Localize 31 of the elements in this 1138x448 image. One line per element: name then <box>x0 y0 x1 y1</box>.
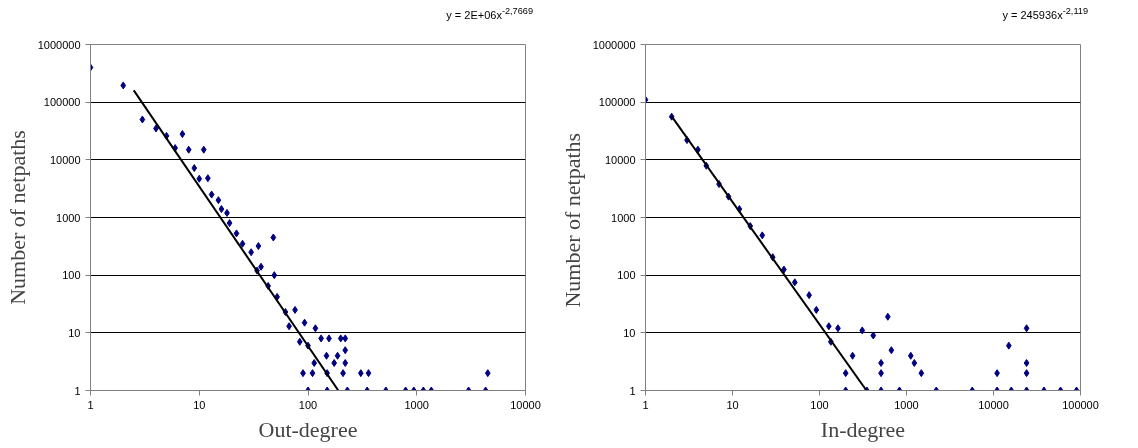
y-axis-title: Number of netpaths <box>4 130 30 305</box>
x-tick-label: 10000 <box>978 398 1009 411</box>
x-tick-label: 100 <box>810 398 829 411</box>
y-axis-title: Number of netpaths <box>559 132 585 308</box>
x-tick-label: 1 <box>642 398 649 411</box>
y-tick-label: 10000 <box>604 153 636 166</box>
y-tick-label: 10 <box>623 326 636 339</box>
x-tick-label: 10 <box>193 398 206 411</box>
y-tick-label: 10 <box>68 326 81 339</box>
y-tick-label: 1000 <box>56 211 81 224</box>
x-tick-label: 1000 <box>404 398 429 411</box>
y-tick-label: 1 <box>629 384 636 397</box>
x-tick-label: 100000 <box>1062 398 1099 411</box>
x-axis-title: In-degree <box>820 416 906 442</box>
y-tick-label: 100000 <box>43 96 81 109</box>
x-tick-label: 1000 <box>894 398 919 411</box>
y-tick-label: 1000000 <box>592 38 636 51</box>
y-tick-label: 100000 <box>598 96 636 109</box>
text: y = 2E+06x$^{-2,7669}$ <box>446 5 533 23</box>
y-tick-label: 1000000 <box>37 38 81 51</box>
x-tick-label: 10 <box>726 398 739 411</box>
x-axis-title: Out-degree <box>258 416 358 442</box>
x-tick-label: 1 <box>87 398 94 411</box>
x-tick-label: 10000 <box>510 398 541 411</box>
text: y = 245936x$^{-2,119}$ <box>1002 5 1088 23</box>
y-tick-label: 10000 <box>49 153 81 166</box>
y-tick-label: 1 <box>74 384 81 397</box>
y-tick-label: 100 <box>62 269 81 282</box>
y-tick-label: 1000 <box>611 211 636 224</box>
x-tick-label: 100 <box>298 398 318 411</box>
y-tick-label: 100 <box>617 269 636 282</box>
